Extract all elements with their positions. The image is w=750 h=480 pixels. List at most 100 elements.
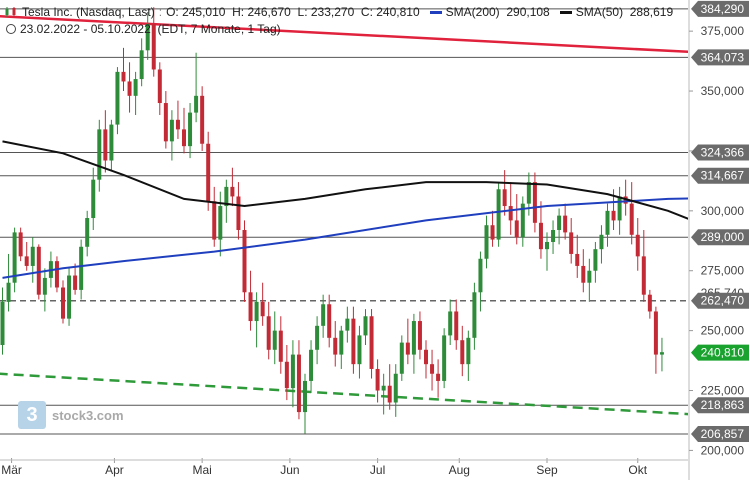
- candle-body: [508, 206, 513, 221]
- candle: [91, 167, 96, 230]
- candle: [139, 38, 144, 87]
- candle: [472, 282, 477, 350]
- candle-body: [157, 69, 162, 104]
- candle: [393, 364, 398, 417]
- candle: [248, 270, 253, 331]
- candle: [647, 289, 652, 319]
- candle-body: [127, 81, 132, 96]
- stock3-logo: 3 stock3.com: [18, 401, 124, 429]
- candle: [508, 182, 513, 235]
- candle-body: [321, 304, 326, 326]
- candle-body: [484, 225, 489, 259]
- candle: [169, 110, 174, 161]
- candle: [0, 287, 5, 355]
- candle-body: [121, 71, 126, 82]
- candle-body: [145, 23, 150, 51]
- candle-body: [230, 186, 235, 197]
- candle: [79, 239, 84, 300]
- candle-body: [42, 277, 47, 295]
- candle: [605, 203, 610, 247]
- y-tick-label: 300,000: [701, 204, 745, 218]
- candle: [236, 182, 241, 240]
- candle-body: [272, 330, 277, 350]
- candle-body: [97, 129, 102, 180]
- badge-bg: [691, 144, 749, 161]
- candle-body: [545, 241, 549, 250]
- candle-body: [24, 256, 29, 266]
- x-tick-label: Sep: [536, 463, 558, 477]
- candle: [466, 330, 471, 381]
- candle: [575, 234, 580, 278]
- badge-text: 289,000: [701, 230, 745, 244]
- close-value: C: 240,810: [360, 5, 420, 19]
- x-tick-label: Apr: [105, 463, 124, 477]
- candle-body: [236, 196, 241, 230]
- candle: [260, 282, 265, 326]
- candle-body: [526, 182, 531, 204]
- candle-body: [587, 270, 592, 283]
- level-badge: 218,863: [691, 397, 749, 414]
- candle: [309, 340, 314, 393]
- candle: [381, 373, 386, 415]
- candle-body: [375, 368, 380, 391]
- badge-text: 218,863: [701, 398, 745, 412]
- candle: [175, 100, 180, 139]
- candle: [151, 7, 156, 77]
- candle: [206, 131, 211, 211]
- low-value: L: 233,270: [297, 5, 355, 19]
- level-badge: 314,667: [691, 167, 749, 184]
- candle: [103, 110, 108, 173]
- candle-body: [575, 253, 580, 266]
- candle-body: [212, 201, 217, 240]
- candle-body: [538, 222, 543, 250]
- candle-body: [405, 342, 410, 355]
- candle-body: [309, 349, 314, 381]
- candle-body: [617, 196, 622, 221]
- candle: [557, 208, 562, 245]
- candle: [436, 359, 441, 398]
- candle: [545, 232, 549, 271]
- candle-body: [369, 316, 374, 369]
- candle-body: [79, 246, 84, 290]
- level-badge: 206,857: [691, 425, 749, 442]
- badge-bg: [691, 425, 749, 442]
- candle-body: [339, 330, 344, 355]
- candle: [212, 186, 217, 247]
- candle-body: [557, 215, 562, 230]
- candle-body: [248, 292, 253, 322]
- candle: [272, 311, 277, 365]
- candle: [587, 258, 592, 302]
- badge-bg: [691, 292, 749, 309]
- candle-body: [224, 186, 229, 207]
- candle: [369, 309, 374, 379]
- x-tick-label: Mai: [192, 463, 211, 477]
- candle: [424, 340, 428, 379]
- candle-body: [315, 325, 320, 350]
- candle-body: [327, 304, 332, 338]
- candle-body: [436, 373, 441, 381]
- last-price-badge: 240,810: [691, 344, 749, 361]
- sma200-legend-value: 290,108: [506, 5, 550, 19]
- candle-body: [169, 119, 174, 142]
- candle-body: [109, 124, 114, 161]
- candle-body: [641, 256, 646, 295]
- candle: [430, 349, 435, 391]
- candle-body: [67, 275, 72, 319]
- candle: [502, 170, 507, 216]
- badge-bg: [691, 0, 749, 17]
- candle-body: [532, 182, 537, 223]
- y-tick-label: 200,000: [701, 443, 745, 457]
- candle-body: [551, 230, 556, 242]
- candle-body: [188, 112, 193, 147]
- candle: [490, 210, 495, 247]
- candle-body: [218, 206, 223, 240]
- candle: [85, 210, 90, 257]
- sma50-legend-value: 288,619: [629, 5, 674, 19]
- candle: [538, 201, 543, 259]
- x-tick-label: Okt: [628, 463, 647, 477]
- candle-body: [163, 103, 168, 142]
- candle: [532, 172, 537, 233]
- x-tick-label: Aug: [449, 463, 470, 477]
- candle: [460, 325, 465, 377]
